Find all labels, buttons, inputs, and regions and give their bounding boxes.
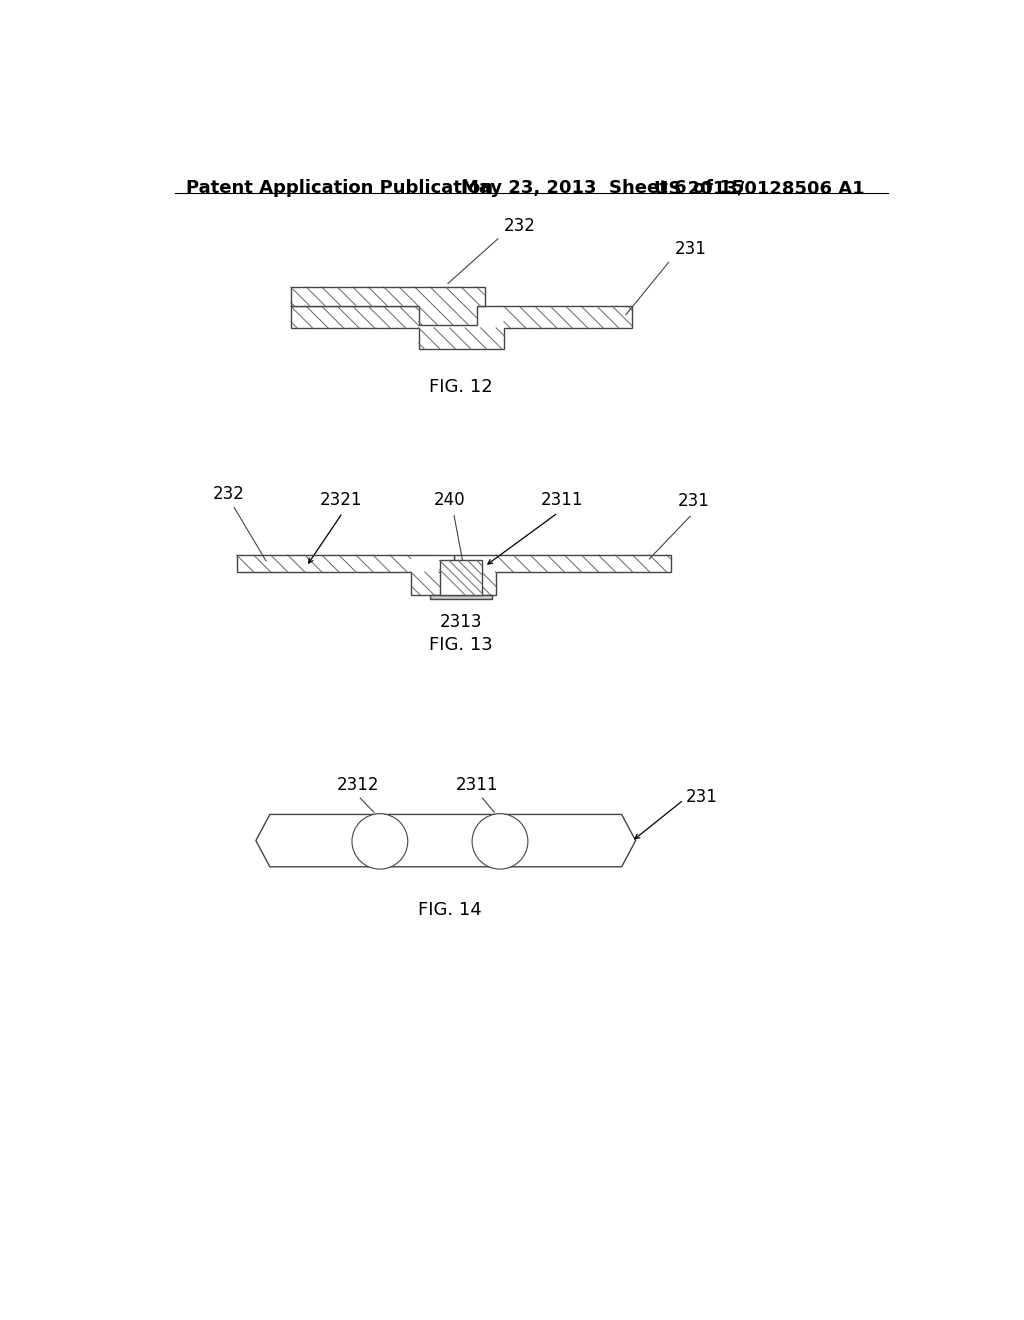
- Text: 2312: 2312: [337, 776, 380, 793]
- Ellipse shape: [472, 813, 528, 869]
- Ellipse shape: [352, 813, 408, 869]
- Text: FIG. 13: FIG. 13: [429, 636, 494, 653]
- Text: 2311: 2311: [456, 776, 498, 793]
- Bar: [430, 595, 493, 599]
- Text: 2321: 2321: [319, 491, 362, 508]
- Polygon shape: [454, 554, 671, 595]
- Text: FIG. 12: FIG. 12: [429, 378, 494, 396]
- Text: Patent Application Publication: Patent Application Publication: [186, 180, 494, 197]
- Text: US 2013/0128506 A1: US 2013/0128506 A1: [653, 180, 864, 197]
- Text: 231: 231: [675, 240, 707, 257]
- Text: 231: 231: [678, 492, 710, 511]
- Polygon shape: [291, 306, 632, 350]
- Text: 232: 232: [504, 216, 536, 235]
- Text: 2313: 2313: [440, 612, 482, 631]
- Text: May 23, 2013  Sheet 6 of 15: May 23, 2013 Sheet 6 of 15: [461, 180, 744, 197]
- Text: 231: 231: [686, 788, 718, 807]
- Polygon shape: [237, 554, 454, 595]
- Text: 2311: 2311: [541, 491, 584, 508]
- Text: 232: 232: [213, 484, 245, 503]
- Polygon shape: [439, 561, 482, 595]
- Polygon shape: [256, 814, 636, 867]
- Text: 240: 240: [434, 491, 466, 508]
- Text: FIG. 14: FIG. 14: [418, 902, 481, 920]
- Polygon shape: [291, 286, 484, 326]
